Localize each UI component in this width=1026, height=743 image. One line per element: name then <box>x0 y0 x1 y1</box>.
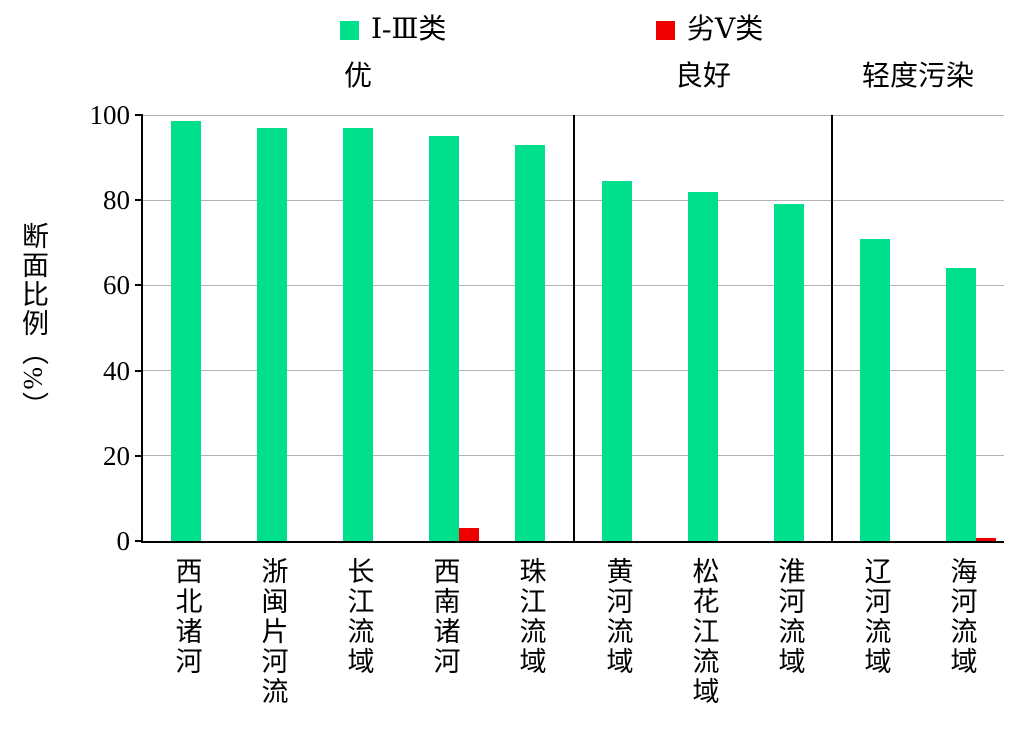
legend-swatch-class1-3 <box>340 20 359 40</box>
x-tick-label-1: 浙闽片河流 <box>257 557 288 707</box>
section-label-0: 优 <box>343 61 373 92</box>
section-label-2: 轻度污染 <box>861 61 975 92</box>
y-tick-label-80: 80 <box>103 185 130 216</box>
legend-item-class1-3: Ⅰ-Ⅲ类 <box>340 16 446 44</box>
y-tick-label-0: 0 <box>116 526 131 556</box>
bar-class1-3-0 <box>171 121 201 541</box>
section-label-1: 良好 <box>674 61 732 92</box>
y-axis-title: 断面比例（%） <box>18 222 48 421</box>
y-tick-mark-80 <box>135 199 143 202</box>
bar-class1-3-9 <box>946 268 976 541</box>
y-tick-mark-60 <box>135 284 143 287</box>
x-tick-label-4: 珠江流域 <box>515 557 546 677</box>
x-tick-label-8: 辽河流域 <box>860 557 891 677</box>
bar-class1-3-1 <box>257 128 287 541</box>
bar-class1-3-4 <box>515 145 545 541</box>
y-tick-mark-100 <box>135 114 143 116</box>
y-tick-label-20: 20 <box>103 440 130 471</box>
x-tick-label-5: 黄河流域 <box>602 557 633 677</box>
bar-class1-3-8 <box>860 239 890 541</box>
x-axis-line <box>141 541 1004 543</box>
y-axis-line <box>141 115 143 543</box>
x-tick-label-6: 松花江流域 <box>688 557 719 707</box>
x-tick-label-9: 海河流域 <box>946 557 977 677</box>
bar-class1-3-6 <box>688 192 718 541</box>
x-tick-label-7: 淮河流域 <box>774 557 805 677</box>
y-tick-label-60: 60 <box>103 270 130 301</box>
bar-class1-3-2 <box>343 128 373 541</box>
y-tick-mark-40 <box>135 369 143 372</box>
legend-label-worse-than-5: 劣Ⅴ类 <box>687 14 764 45</box>
y-tick-label-40: 40 <box>103 355 130 386</box>
group-divider-1 <box>831 115 833 541</box>
y-tick-label-100: 100 <box>89 100 131 130</box>
legend-swatch-worse-than-5 <box>656 20 675 40</box>
bar-worse-than-5-3 <box>459 528 479 541</box>
group-divider-0 <box>573 115 575 541</box>
y-tick-mark-20 <box>135 454 143 457</box>
y-tick-mark-0 <box>135 540 143 542</box>
bar-class1-3-5 <box>602 181 632 541</box>
bar-class1-3-7 <box>774 204 804 541</box>
legend-item-worse-than-5: 劣Ⅴ类 <box>656 16 763 44</box>
bar-class1-3-3 <box>429 136 459 541</box>
x-tick-label-3: 西南诸河 <box>429 557 460 677</box>
bar-worse-than-5-9 <box>976 538 996 541</box>
x-tick-label-0: 西北诸河 <box>171 557 202 677</box>
legend-label-class1-3: Ⅰ-Ⅲ类 <box>371 14 447 45</box>
x-tick-label-2: 长江流域 <box>343 557 374 677</box>
